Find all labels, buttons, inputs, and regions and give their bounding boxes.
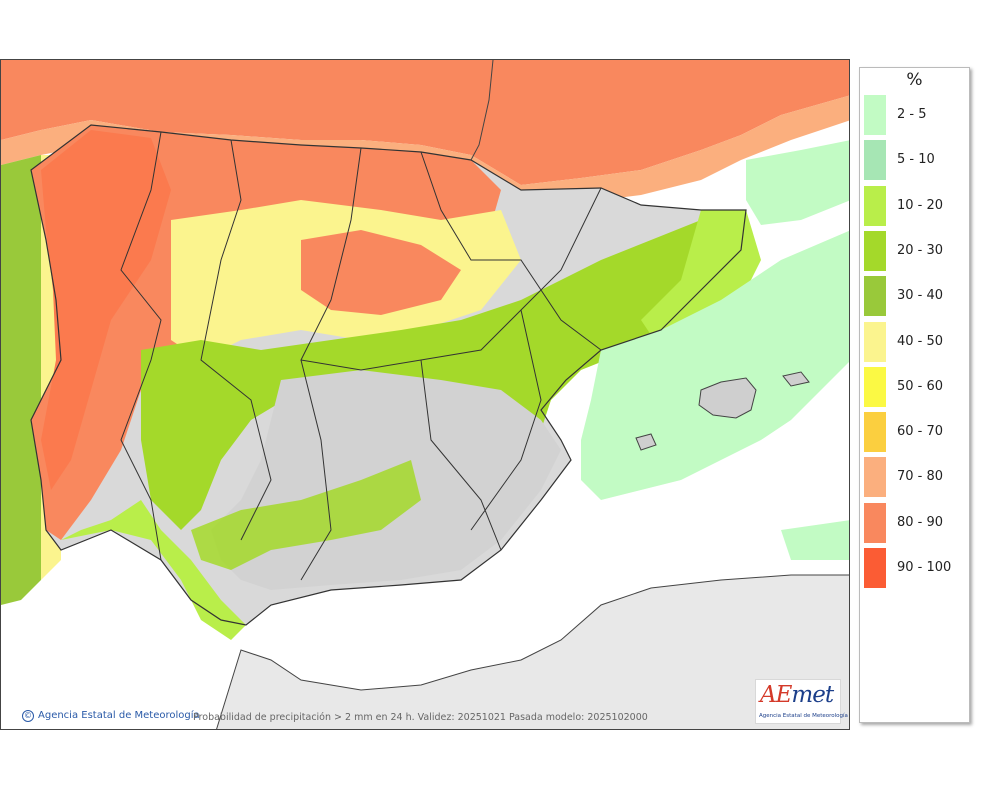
north-coast-band — [1, 95, 849, 200]
regional-borders — [120, 131, 602, 581]
south-green-patches — [191, 460, 421, 570]
legend-label: 5 - 10 — [897, 152, 935, 168]
coastline — [30, 124, 747, 626]
agency-name: Agencia Estatal de Meteorología — [38, 710, 200, 721]
legend-swatch — [864, 457, 886, 498]
legend-label: 10 - 20 — [897, 197, 944, 213]
atlantic-west-band — [1, 155, 41, 605]
northwest-core — [41, 130, 171, 490]
gulf-of-lion-light-green — [746, 140, 849, 225]
logo-word-a: AE — [760, 682, 792, 708]
legend-swatch — [864, 412, 886, 453]
legend-title: % — [906, 70, 923, 90]
ibiza — [635, 433, 657, 451]
footer-agency-credit: © Agencia Estatal de Meteorología — [22, 710, 200, 722]
legend-swatch — [864, 366, 886, 407]
legend-panel: % 2 - 5 5 - 10 10 - 20 20 - 30 30 - 40 40 - 5… — [859, 67, 970, 723]
legend-swatch — [864, 185, 886, 226]
legend-label: 40 - 50 — [897, 333, 944, 349]
legend-label: 20 - 30 — [897, 242, 944, 258]
menorca — [782, 371, 810, 387]
legend-swatch — [864, 95, 886, 135]
legend-label: 70 - 80 — [897, 469, 944, 485]
legend-label: 90 - 100 — [897, 560, 952, 575]
central-green — [141, 220, 741, 530]
legend-swatch — [864, 140, 886, 181]
aemet-logo: AEmet Agencia Estatal de Meteorología — [755, 679, 848, 724]
east-light-green — [641, 210, 761, 350]
north-africa — [216, 574, 849, 729]
legend-swatch — [864, 502, 886, 543]
legend-swatch — [864, 548, 886, 588]
southwest-green — [61, 500, 246, 640]
legend-swatch — [864, 230, 886, 271]
map-caption: Probabilidad de precipitación > 2 mm en … — [193, 712, 648, 723]
legend-label: 80 - 90 — [897, 514, 944, 530]
logo-subtitle: Agencia Estatal de Meteorología — [759, 713, 848, 719]
legend-label: 60 - 70 — [897, 424, 944, 440]
legend-label: 2 - 5 — [897, 107, 927, 122]
legend-swatch — [864, 321, 886, 362]
north-sea-high-probability — [1, 60, 849, 185]
legend-label: 30 - 40 — [897, 288, 944, 304]
mediterranean-light-green — [581, 230, 849, 500]
legend-swatch — [864, 276, 886, 317]
legend-label: 50 - 60 — [897, 378, 944, 394]
central-orange-patch — [301, 230, 461, 315]
southeast-sea-patch — [781, 520, 849, 560]
map-area — [0, 59, 850, 730]
copyright-icon: © — [22, 710, 34, 722]
france-border — [470, 60, 494, 161]
probability-map — [1, 60, 849, 729]
mallorca — [698, 377, 757, 419]
logo-word-b: met — [791, 682, 834, 708]
logo-wordmark: AEmet — [760, 682, 834, 708]
